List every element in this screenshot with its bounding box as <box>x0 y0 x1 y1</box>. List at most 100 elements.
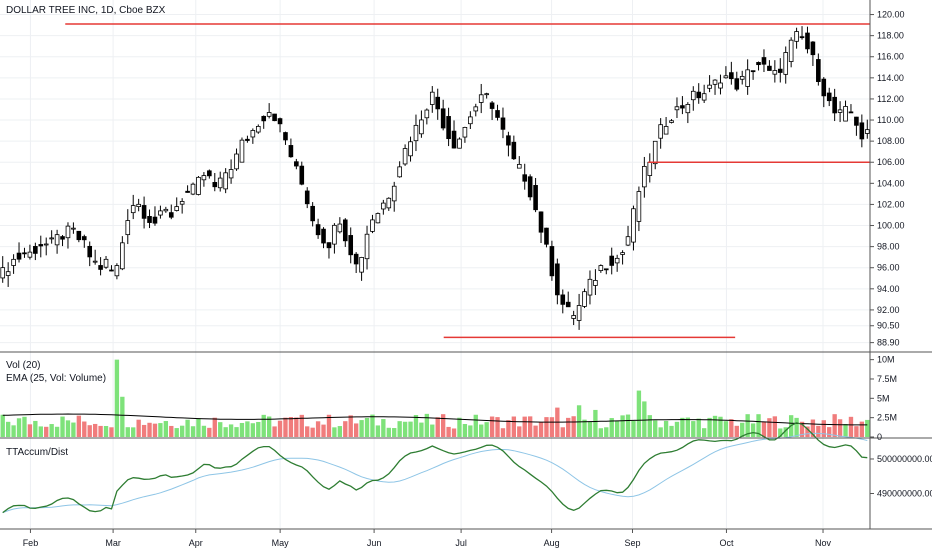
volume-bar <box>27 424 33 437</box>
volume-bar <box>810 419 816 437</box>
candle-body <box>277 118 283 125</box>
x-tick-label: Mar <box>105 538 121 548</box>
volume-bar <box>734 425 739 437</box>
volume-bar <box>239 422 245 437</box>
candle-body <box>272 113 277 122</box>
candle-body <box>397 166 402 178</box>
candle-body <box>821 78 827 97</box>
volume-bar <box>201 425 207 437</box>
volume-bar <box>408 421 413 437</box>
grid-lines <box>0 0 870 528</box>
volume-bar <box>147 422 152 437</box>
vol-tick-label: 10M <box>877 355 895 365</box>
volume-bar <box>402 421 408 437</box>
volume-bar <box>16 418 22 437</box>
candle-body <box>326 242 332 249</box>
volume-bar <box>218 422 223 437</box>
candle-body <box>239 139 245 163</box>
candle-body <box>255 125 261 133</box>
volume-bar <box>277 420 283 437</box>
y-tick-label: 114.00 <box>877 73 904 83</box>
volume-bar <box>163 421 169 437</box>
volume-bar <box>266 416 272 437</box>
candle-body <box>136 203 141 207</box>
volume-bar <box>566 417 571 437</box>
volume-bar <box>386 427 391 437</box>
candle-body <box>5 271 11 276</box>
candle-body <box>158 210 163 216</box>
volume-bar <box>250 423 256 437</box>
volume-bar <box>669 425 674 437</box>
volume-bar <box>625 414 631 437</box>
volume-bar <box>593 409 598 437</box>
volume-bar <box>772 416 778 437</box>
y-tick-label: 98.00 <box>877 242 900 252</box>
ad-tick-label: 500000000.00 <box>877 454 932 464</box>
y-tick-label: 88.90 <box>877 338 900 348</box>
candle-body <box>729 72 734 80</box>
ad-tick-label: 490000000.00 <box>877 488 932 498</box>
vol-tick-label: 2.5M <box>877 413 897 423</box>
vol-tick-label: 5M <box>877 393 890 403</box>
volume-bar <box>288 417 294 437</box>
y-tick-label: 96.00 <box>877 263 900 273</box>
candle-body <box>87 245 93 258</box>
candle-body <box>141 205 147 219</box>
candle-body <box>288 145 294 158</box>
volume-bar <box>125 427 130 437</box>
candle-body <box>788 39 794 62</box>
candle-body <box>783 52 789 75</box>
volume-bar <box>109 427 114 437</box>
volume-bar <box>326 414 332 437</box>
volume-bar <box>462 423 468 437</box>
candle-body <box>555 263 560 296</box>
y-tick-label: 92.00 <box>877 305 900 315</box>
volume-bar <box>848 416 854 437</box>
x-tick-label: Feb <box>23 538 39 548</box>
volume-bar <box>348 415 353 437</box>
volume-bar <box>701 428 707 437</box>
candle-body <box>756 62 761 66</box>
volume-bar <box>544 417 549 437</box>
volume-bar <box>609 418 614 437</box>
volume-bar <box>169 425 174 437</box>
volume-bar <box>658 427 663 437</box>
volume-bar <box>158 423 163 437</box>
volume-bar <box>136 419 141 437</box>
candle-body <box>701 93 707 101</box>
volume-bar <box>174 428 179 437</box>
volume-bar <box>527 416 533 437</box>
volume-bar <box>419 422 424 437</box>
volume-bar <box>38 426 43 437</box>
volume-bar <box>642 401 647 437</box>
volume-bar <box>756 414 761 437</box>
ad-signal-line <box>2 432 868 514</box>
candle-body <box>446 116 451 140</box>
candle-body <box>745 69 750 87</box>
volume-bar <box>865 419 870 437</box>
candle-body <box>663 126 669 135</box>
candle-body <box>228 169 234 179</box>
candle-body <box>103 258 109 268</box>
candle-body <box>22 252 27 255</box>
volume-bar <box>440 414 446 437</box>
volume-bar <box>674 421 680 437</box>
volume-bar <box>223 427 228 437</box>
candle-body <box>402 148 408 165</box>
x-tick-label: Nov <box>815 538 832 548</box>
candle-body <box>576 305 582 321</box>
candle-body <box>593 280 598 286</box>
candle-body <box>620 252 625 255</box>
volume-bar <box>5 421 11 437</box>
x-tick-label: Apr <box>189 538 203 548</box>
volume-bar <box>60 416 65 437</box>
candle-body <box>168 212 174 218</box>
volume-bar <box>228 424 234 437</box>
vol-tick-label: 0 <box>877 432 882 442</box>
volume-bar <box>696 418 701 437</box>
candle-body <box>565 301 571 308</box>
volume-bar <box>832 414 837 437</box>
ad-title: TTAccum/Dist <box>6 447 68 458</box>
candle-body <box>500 117 506 130</box>
candle-body <box>348 235 354 256</box>
